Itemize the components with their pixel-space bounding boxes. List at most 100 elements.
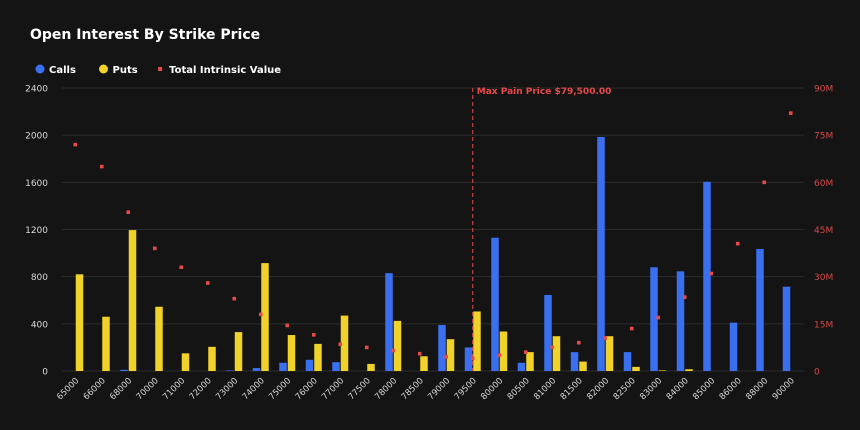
puts-bar — [420, 356, 428, 371]
intrinsic-value-point — [338, 342, 343, 347]
left-tick-label: 2000 — [25, 132, 48, 142]
right-tick-label: 90M — [814, 85, 833, 95]
x-tick-label: 80000 — [479, 376, 505, 402]
intrinsic-value-point — [550, 345, 555, 350]
left-tick-label: 800 — [31, 273, 48, 283]
right-tick-label: 15M — [814, 320, 833, 330]
intrinsic-value-point — [179, 265, 184, 270]
puts-bar — [340, 315, 349, 371]
calls-bar — [305, 359, 314, 371]
intrinsic-value-point — [656, 315, 661, 320]
x-tick-label: 84000 — [665, 376, 691, 402]
puts-bar — [314, 343, 322, 371]
intrinsic-value-point — [285, 323, 290, 328]
calls-bar — [517, 362, 526, 371]
x-tick-label: 86000 — [718, 376, 744, 402]
puts-bar — [526, 352, 534, 371]
calls-bar — [279, 362, 287, 371]
x-tick-label: 78000 — [373, 376, 399, 402]
puts-bar — [552, 336, 561, 371]
intrinsic-value-point — [73, 142, 78, 147]
legend-marker-total-intrinsic-value — [158, 67, 163, 71]
x-tick-label: 74000 — [241, 376, 267, 402]
x-axis: 65000 66000 68000 70000 71000 72000 73000 74000… — [55, 376, 797, 402]
calls-bar — [491, 237, 499, 371]
left-tick-label: 1600 — [25, 179, 48, 189]
x-tick-label: 79000 — [426, 376, 452, 402]
max-pain-label: Max Pain Price $79,500.00 — [477, 87, 612, 97]
intrinsic-value-point — [364, 345, 369, 350]
x-tick-label: 65000 — [55, 376, 81, 402]
intrinsic-value-point — [126, 210, 131, 215]
calls-bar — [703, 181, 711, 371]
x-tick-label: 82500 — [612, 376, 638, 402]
intrinsic-value-point — [735, 241, 740, 246]
intrinsic-value-point — [682, 295, 687, 299]
puts-bar — [658, 370, 667, 371]
x-tick-label: 73000 — [214, 376, 240, 402]
puts-bar — [393, 320, 402, 371]
x-tick-label: 78500 — [400, 376, 426, 402]
intrinsic-value-point — [205, 281, 210, 285]
puts-bar — [234, 332, 243, 371]
calls-bar — [438, 325, 446, 371]
calls-bar — [729, 322, 738, 371]
x-tick-label: 88000 — [744, 376, 770, 402]
calls-bar — [782, 286, 791, 371]
x-tick-label: 72000 — [188, 376, 214, 402]
chart-title: Open Interest By Strike Price — [30, 27, 260, 43]
puts-bar — [499, 331, 508, 371]
intrinsic-value-point — [470, 356, 475, 361]
x-tick-label: 81500 — [559, 376, 585, 402]
intrinsic-value-point — [709, 271, 714, 276]
x-tick-label: 68000 — [108, 376, 134, 402]
intrinsic-value-point — [576, 340, 581, 345]
intrinsic-value-point — [603, 336, 608, 340]
puts-bar — [155, 306, 163, 371]
legend-marker-calls — [35, 64, 45, 74]
gridlines — [62, 87, 804, 372]
x-tick-label: 82000 — [585, 376, 611, 402]
calls-bar — [597, 136, 605, 371]
puts-bar — [128, 230, 137, 371]
puts-bar — [181, 353, 190, 371]
x-tick-label: 76000 — [294, 376, 320, 402]
right-tick-label: 75M — [814, 132, 833, 142]
puts-bar — [579, 361, 587, 371]
puts-bar — [473, 311, 481, 371]
intrinsic-value-point — [99, 164, 104, 169]
max-pain-annotation: Max Pain Price $79,500.00 — [472, 87, 612, 371]
legend-label: Puts — [113, 65, 138, 76]
right-tick-label: 60M — [814, 179, 833, 189]
bars — [75, 136, 791, 371]
puts-bar — [685, 369, 693, 371]
calls-bar — [623, 352, 632, 371]
x-tick-label: 83000 — [638, 376, 664, 402]
left-tick-label: 400 — [31, 320, 48, 330]
intrinsic-value-point — [497, 353, 502, 358]
puts-bar — [261, 263, 269, 371]
left-axis: 0 400 800 1200 1600 2000 2400 — [25, 85, 48, 378]
calls-bar — [544, 294, 552, 371]
x-tick-label: 81000 — [532, 376, 558, 402]
intrinsic-value-point — [444, 355, 449, 359]
left-tick-label: 1200 — [25, 226, 48, 236]
intrinsic-value-point — [523, 350, 528, 354]
calls-bar — [756, 248, 764, 371]
puts-bar — [367, 363, 375, 371]
intrinsic-value-point — [152, 246, 157, 251]
intrinsic-value-point — [629, 326, 634, 331]
puts-bar — [75, 274, 84, 371]
calls-bar — [226, 370, 234, 371]
puts-bar — [605, 336, 614, 371]
intrinsic-value-point — [258, 312, 263, 317]
calls-bar — [252, 368, 261, 371]
intrinsic-value-points — [73, 111, 793, 361]
legend-label: Total Intrinsic Value — [169, 65, 281, 76]
x-tick-label: 90000 — [771, 376, 797, 402]
calls-bar — [464, 347, 473, 371]
puts-bar — [102, 316, 110, 371]
right-tick-label: 45M — [814, 226, 833, 236]
calls-bar — [650, 267, 658, 371]
intrinsic-value-point — [232, 296, 237, 301]
